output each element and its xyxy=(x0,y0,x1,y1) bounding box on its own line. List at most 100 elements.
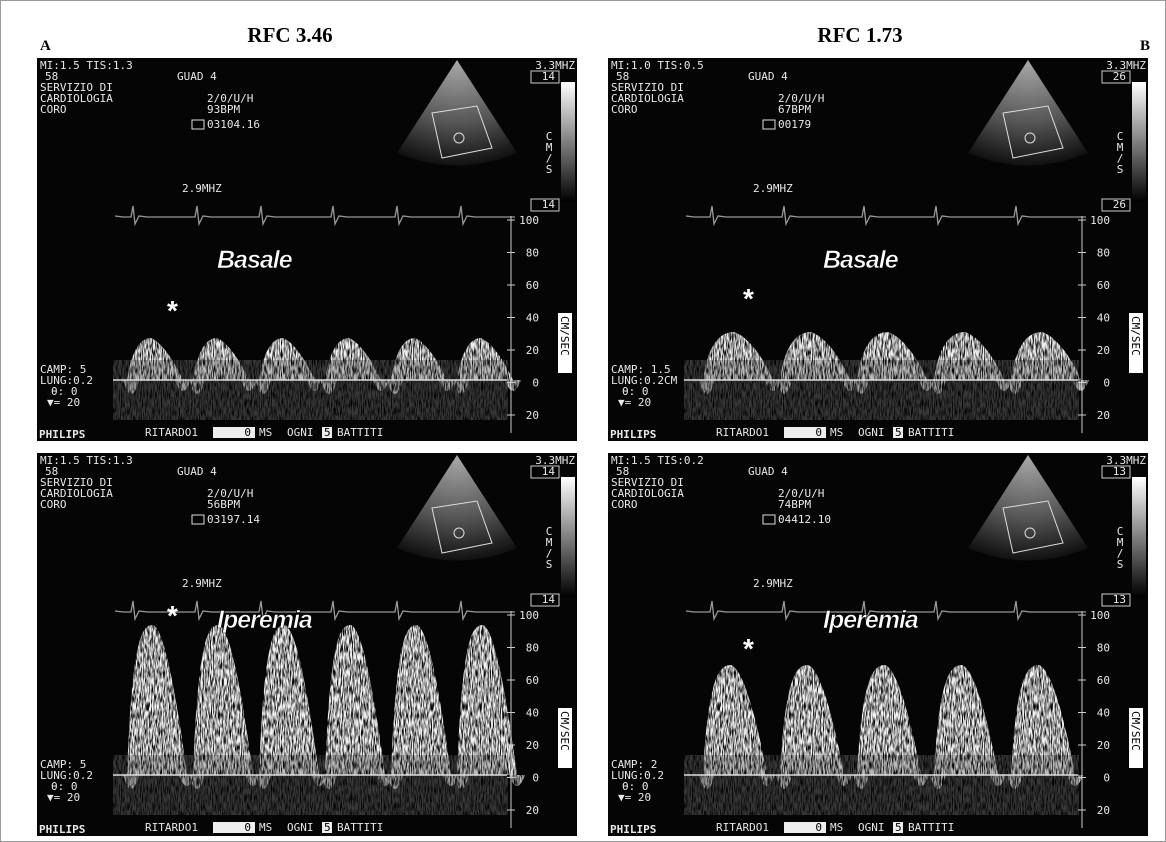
delay-unit: MS xyxy=(259,821,272,834)
delay: RITARDO1 xyxy=(145,426,198,439)
clip: 03104.16 xyxy=(207,118,260,131)
doppler-spectrum xyxy=(684,665,1083,815)
scale-label: 40 xyxy=(1097,707,1110,720)
every: OGNI xyxy=(858,426,885,439)
speed-unit: CM/SEC xyxy=(558,711,571,751)
bpm: 93BPM xyxy=(207,103,240,116)
condition-label: Basale xyxy=(217,246,293,274)
every-value: 5 xyxy=(324,821,331,834)
scale-top: 14 xyxy=(542,70,556,83)
beats: BATTITI xyxy=(337,821,383,834)
scale-label: 40 xyxy=(1097,312,1110,325)
scale-label: 0 xyxy=(532,772,539,785)
doppler-spectrum xyxy=(684,332,1089,420)
gray-scale-bar xyxy=(1132,82,1146,202)
speed-unit: CM/SEC xyxy=(558,316,571,356)
scale-label: 20 xyxy=(1097,804,1110,817)
delay-unit: MS xyxy=(830,426,843,439)
beats: BATTITI xyxy=(908,426,954,439)
scale-label: 100 xyxy=(519,214,539,227)
unit: CM/S xyxy=(1114,130,1127,174)
scale-label: 40 xyxy=(526,707,539,720)
scale-bottom: 13 xyxy=(1113,593,1126,606)
background-noise xyxy=(113,360,508,420)
gray-scale-bar xyxy=(1132,477,1146,597)
scale-top: 26 xyxy=(1113,70,1126,83)
scale-label: 40 xyxy=(526,312,539,325)
condition-label: Iperemia xyxy=(823,606,919,634)
scale-label: 60 xyxy=(1097,674,1110,687)
doppler: 2.9MHZ xyxy=(753,577,793,590)
beats: BATTITI xyxy=(337,426,383,439)
dept3: CORO xyxy=(611,103,638,116)
scale-bottom: 14 xyxy=(542,593,556,606)
column-title: RFC 3.46 xyxy=(247,23,332,47)
gain: GUAD 4 xyxy=(177,70,217,83)
doppler: 2.9MHZ xyxy=(182,577,222,590)
filter: ▼= 20 xyxy=(47,396,80,409)
every: OGNI xyxy=(287,426,314,439)
delay: RITARDO1 xyxy=(716,426,769,439)
dept3: CORO xyxy=(611,498,638,511)
doppler: 2.9MHZ xyxy=(753,182,793,195)
asterisk: * xyxy=(743,633,754,664)
asterisk: * xyxy=(167,600,178,631)
filter: ▼= 20 xyxy=(618,396,651,409)
scale-label: 20 xyxy=(526,344,539,357)
condition-label: Basale xyxy=(823,246,899,274)
gain: GUAD 4 xyxy=(748,465,788,478)
unit: CM/S xyxy=(1114,525,1127,569)
condition-label: Iperemia xyxy=(217,606,313,634)
clip: 03197.14 xyxy=(207,513,260,526)
unit: CM/S xyxy=(543,525,556,569)
speed-unit: CM/SEC xyxy=(1129,316,1142,356)
scale-label: 100 xyxy=(519,609,539,622)
panel-label: A xyxy=(40,38,51,54)
filter: ▼= 20 xyxy=(47,791,80,804)
scale-label: 60 xyxy=(526,279,539,292)
bpm: 74BPM xyxy=(778,498,811,511)
scale-label: 20 xyxy=(1097,739,1110,752)
delay: RITARDO1 xyxy=(145,821,198,834)
scale-label: 0 xyxy=(1103,377,1110,390)
clip: 04412.10 xyxy=(778,513,831,526)
gray-scale-bar xyxy=(561,477,575,597)
dept3: CORO xyxy=(40,498,67,511)
scale-label: 60 xyxy=(526,674,539,687)
figure: A B RFC 3.46 RFC 1.73 MI:1.5 TIS:1.358SE… xyxy=(0,0,1166,842)
asterisk: * xyxy=(743,283,754,314)
scale-label: 100 xyxy=(1090,609,1110,622)
scale-top: 14 xyxy=(542,465,556,478)
scale-label: 60 xyxy=(1097,279,1110,292)
scale-label: 0 xyxy=(532,377,539,390)
every: OGNI xyxy=(287,821,314,834)
speed-unit: CM/SEC xyxy=(1129,711,1142,751)
dept3: CORO xyxy=(40,103,67,116)
gain: GUAD 4 xyxy=(177,465,217,478)
gray-scale-bar xyxy=(561,82,575,202)
every-value: 5 xyxy=(324,426,331,439)
filter: ▼= 20 xyxy=(618,791,651,804)
background-noise xyxy=(684,360,1079,420)
scale-top: 13 xyxy=(1113,465,1126,478)
brand: PHILIPS xyxy=(39,823,85,836)
delay-value: 0 xyxy=(244,426,251,439)
scale-label: 0 xyxy=(1103,772,1110,785)
scale-label: 20 xyxy=(1097,409,1110,422)
scale-label: 20 xyxy=(1097,344,1110,357)
asterisk: * xyxy=(167,295,178,326)
doppler: 2.9MHZ xyxy=(182,182,222,195)
unit: CM/S xyxy=(543,130,556,174)
scale-label: 80 xyxy=(1097,247,1110,260)
scale-label: 80 xyxy=(1097,642,1110,655)
delay: RITARDO1 xyxy=(716,821,769,834)
gain: GUAD 4 xyxy=(748,70,788,83)
scale-bottom: 14 xyxy=(542,198,556,211)
brand: PHILIPS xyxy=(39,428,85,441)
every-value: 5 xyxy=(895,821,902,834)
column-title: RFC 1.73 xyxy=(817,23,902,47)
scale-bottom: 26 xyxy=(1113,198,1126,211)
